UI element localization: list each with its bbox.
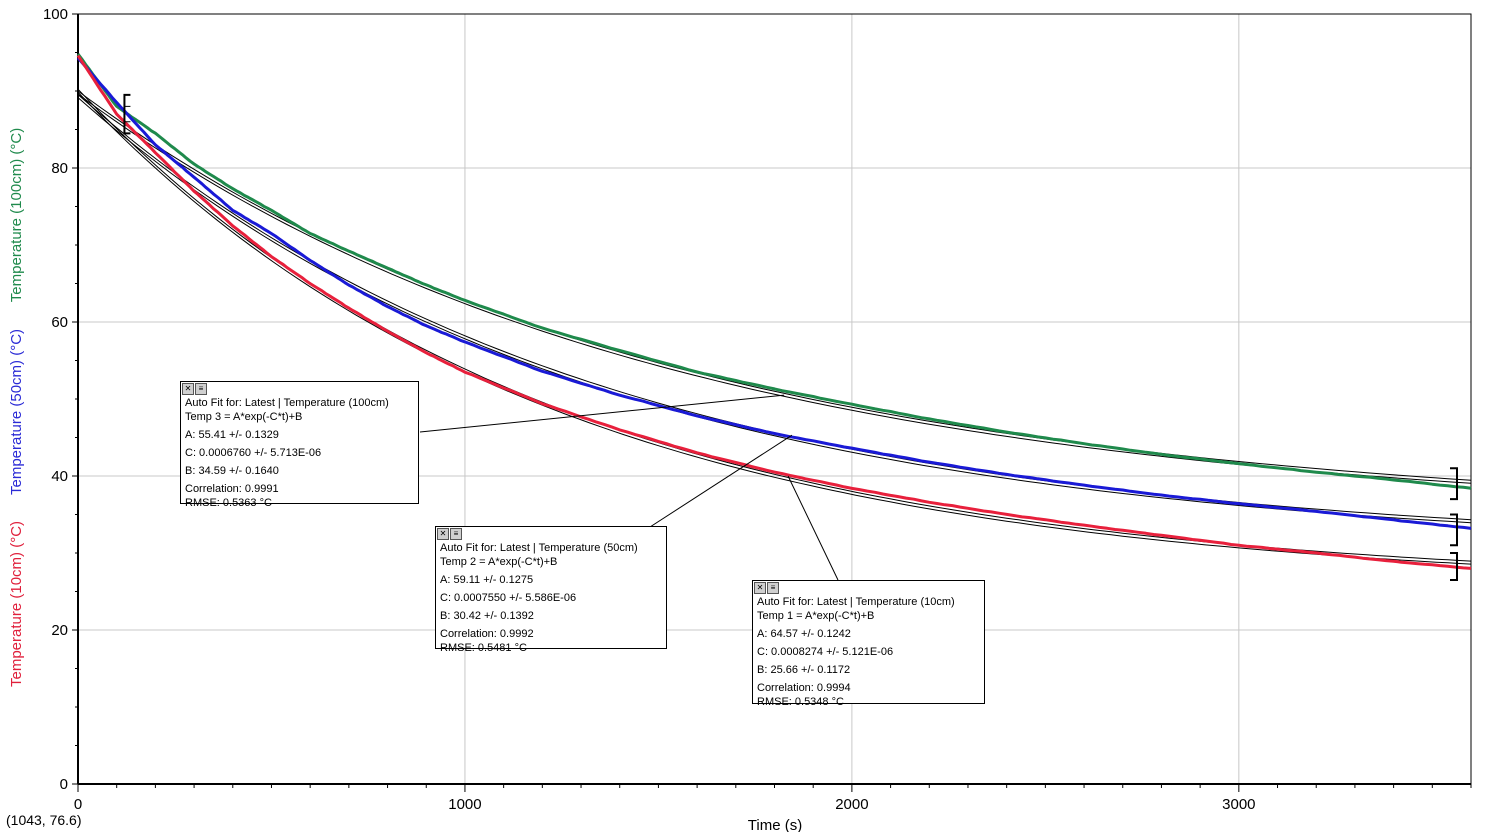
fit-param-b: B: 30.42 +/- 0.1392 — [440, 610, 534, 622]
fit-range-start-inner — [124, 105, 131, 123]
x-tick-label: 0 — [74, 796, 82, 813]
fit-title: Auto Fit for: Latest | Temperature (50cm… — [440, 542, 638, 554]
fit-equation: Temp 1 = A*exp(-C*t)+B — [757, 610, 875, 622]
leader-50cm — [649, 434, 793, 528]
y-tick-label: 20 — [51, 622, 68, 639]
fit-title: Auto Fit for: Latest | Temperature (10cm… — [757, 596, 955, 608]
fit-rmse: RMSE: 0.5363 °C — [185, 497, 272, 509]
y-axis-title: Temperature (10cm) (°C) — [8, 521, 25, 687]
fit-annotation-50cm[interactable]: ✕ ≡ Auto Fit for: Latest | Temperature (… — [435, 526, 667, 654]
fit-param-a: A: 64.57 +/- 0.1242 — [757, 628, 851, 640]
fit-annotation-10cm[interactable]: ✕ ≡ Auto Fit for: Latest | Temperature (… — [752, 580, 985, 708]
fit-curve-1-shadow — [77, 97, 1472, 524]
x-tick-label: 3000 — [1222, 796, 1255, 813]
x-tick-label: 1000 — [448, 796, 481, 813]
fit-param-b: B: 34.59 +/- 0.1640 — [185, 465, 279, 477]
axes — [72, 13, 1472, 792]
fit-range-brackets — [123, 93, 1458, 581]
fit-equation: Temp 3 = A*exp(-C*t)+B — [185, 411, 303, 423]
fit-curve-2-shadow — [77, 91, 1472, 565]
close-icon[interactable]: ✕ — [437, 528, 449, 540]
fit-equation: Temp 2 = A*exp(-C*t)+B — [440, 556, 558, 568]
y-tick-label: 80 — [51, 160, 68, 177]
y-axis-titles: Temperature (100cm) (°C) Temperature (50c… — [8, 128, 25, 687]
tick-labels: 0 1000 2000 3000 0 20 40 60 80 100 — [43, 6, 1256, 813]
y-tick-label: 100 — [43, 6, 68, 23]
x-tick-label: 2000 — [835, 796, 868, 813]
fit-range-start — [123, 93, 131, 135]
close-icon[interactable]: ✕ — [754, 582, 766, 594]
fit-rmse: RMSE: 0.5348 °C — [757, 696, 844, 708]
coordinate-readout: (1043, 76.6) — [6, 812, 82, 828]
annotation-leader-lines — [419, 394, 839, 581]
data-series — [76, 53, 1472, 570]
y-axis-title: Temperature (100cm) (°C) — [8, 128, 25, 302]
options-icon[interactable]: ≡ — [767, 582, 779, 594]
fit-rmse: RMSE: 0.5481 °C — [440, 642, 527, 654]
fit-param-a: A: 55.41 +/- 0.1329 — [185, 429, 279, 441]
fit-title: Auto Fit for: Latest | Temperature (100c… — [185, 397, 389, 409]
fit-correlation: Correlation: 0.9994 — [757, 682, 851, 694]
x-axis-title: Time (s) — [748, 817, 802, 832]
fit-range-end-1 — [1450, 513, 1458, 547]
series-line — [76, 54, 1472, 570]
series-line — [76, 56, 1472, 530]
fit-param-c: C: 0.0006760 +/- 5.713E-06 — [185, 447, 322, 459]
fit-correlation: Correlation: 0.9991 — [185, 483, 279, 495]
options-icon[interactable]: ≡ — [195, 383, 207, 395]
series-line — [76, 53, 1472, 490]
y-tick-label: 40 — [51, 468, 68, 485]
options-icon[interactable]: ≡ — [450, 528, 462, 540]
fit-param-c: C: 0.0008274 +/- 5.121E-06 — [757, 646, 894, 658]
leader-100cm — [419, 394, 785, 433]
fit-correlation: Correlation: 0.9992 — [440, 628, 534, 640]
fit-range-end-2 — [1450, 552, 1458, 581]
fit-annotation-100cm[interactable]: ✕ ≡ Auto Fit for: Latest | Temperature (… — [180, 381, 419, 509]
y-tick-label: 60 — [51, 314, 68, 331]
y-axis-title: Temperature (50cm) (°C) — [8, 329, 25, 495]
close-icon[interactable]: ✕ — [182, 383, 194, 395]
y-tick-label: 0 — [60, 776, 68, 793]
fit-param-b: B: 25.66 +/- 0.1172 — [757, 664, 851, 676]
leader-10cm — [787, 475, 839, 581]
fit-param-a: A: 59.11 +/- 0.1275 — [440, 574, 534, 586]
fit-param-c: C: 0.0007550 +/- 5.586E-06 — [440, 592, 577, 604]
fit-range-end-0 — [1450, 467, 1458, 501]
